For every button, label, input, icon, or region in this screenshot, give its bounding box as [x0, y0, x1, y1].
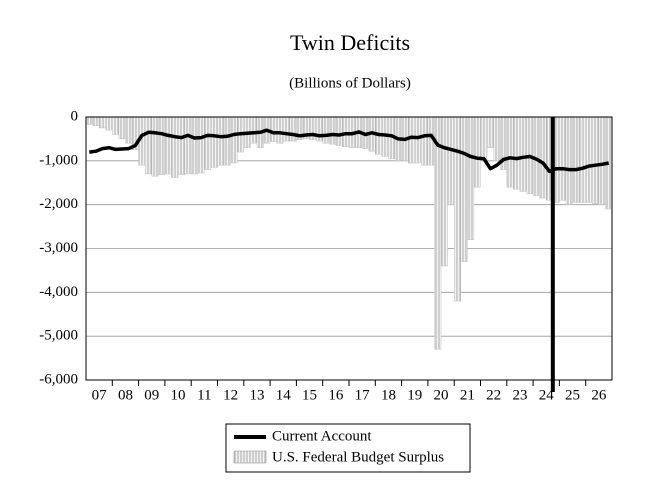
bar	[480, 116, 488, 162]
bar	[559, 116, 567, 201]
x-tick-label: 09	[144, 387, 159, 403]
bar	[486, 116, 494, 148]
legend-bar-swatch	[233, 450, 267, 464]
x-tick-label: 20	[434, 387, 449, 403]
x-tick-label: 12	[223, 387, 238, 403]
x-tick-label: 14	[276, 387, 292, 403]
bar	[144, 116, 152, 175]
bar	[572, 116, 580, 203]
bar	[204, 116, 212, 170]
x-tick-label: 21	[460, 387, 475, 403]
bar	[184, 116, 192, 175]
bar	[177, 116, 185, 176]
x-tick-label: 22	[486, 387, 501, 403]
y-tick-label: -5,000	[39, 328, 78, 344]
bar	[85, 116, 93, 125]
bar	[460, 116, 468, 262]
bar	[414, 116, 422, 164]
bar	[276, 116, 284, 144]
bar	[539, 116, 547, 199]
y-tick-label: 0	[71, 108, 79, 124]
x-tick-label: 25	[565, 387, 580, 403]
bar	[283, 116, 291, 142]
bar	[342, 116, 350, 148]
y-tick-label: -2,000	[39, 196, 78, 212]
legend-label: U.S. Federal Budget Surplus	[272, 449, 444, 465]
bar	[335, 116, 343, 146]
bar	[407, 116, 415, 164]
bar	[92, 116, 100, 126]
bar	[329, 116, 337, 145]
bar	[454, 116, 461, 302]
x-tick-label: 15	[302, 387, 317, 403]
legend	[225, 423, 471, 473]
bar	[230, 116, 238, 164]
bar	[513, 116, 521, 190]
x-tick-label: 16	[328, 387, 344, 403]
y-tick-label: -4,000	[39, 284, 78, 300]
bar	[578, 116, 586, 203]
bar	[158, 116, 166, 176]
plot-frame	[85, 116, 613, 381]
bar	[210, 116, 218, 168]
x-tick-label: 10	[171, 387, 186, 403]
bar	[592, 116, 600, 204]
bar	[473, 116, 481, 188]
bar	[151, 116, 159, 177]
bar	[250, 116, 258, 144]
x-tick-label: 19	[407, 387, 422, 403]
bar	[434, 116, 442, 350]
bar	[467, 116, 475, 240]
y-tick-label: -3,000	[39, 240, 78, 256]
x-tick-label: 26	[591, 387, 607, 403]
bar	[598, 116, 606, 205]
bar	[98, 116, 106, 129]
bar	[565, 116, 573, 205]
bar	[190, 116, 198, 175]
bar	[493, 116, 501, 162]
x-tick-label: 24	[539, 387, 555, 403]
x-tick-label: 13	[249, 387, 264, 403]
bar	[585, 116, 593, 203]
line-series	[89, 128, 610, 174]
bar	[269, 116, 277, 142]
x-tick-label: 17	[355, 387, 371, 403]
bar	[440, 116, 448, 267]
y-tick-label: -1,000	[39, 152, 78, 168]
x-tick-label: 07	[92, 387, 108, 403]
chart-subtitle: (Billions of Dollars)	[289, 75, 411, 91]
x-tick-label: 08	[118, 387, 133, 403]
x-tick-label: 18	[381, 387, 396, 403]
legend-label: Current Account	[272, 428, 372, 444]
bar	[171, 116, 179, 178]
bar	[519, 116, 527, 192]
bar	[322, 116, 330, 144]
bar	[118, 116, 126, 140]
bar	[421, 116, 429, 166]
bar	[112, 116, 120, 135]
bar	[197, 116, 205, 174]
x-tick-label: 11	[197, 387, 211, 403]
bar	[447, 116, 455, 205]
bar	[125, 116, 133, 144]
x-tick-label: 23	[512, 387, 527, 403]
bar	[164, 116, 172, 175]
chart-title: Twin Deficits	[290, 30, 410, 55]
y-tick-label: -6,000	[39, 371, 78, 387]
bar	[105, 116, 113, 131]
bar	[223, 116, 231, 166]
bar	[506, 116, 514, 188]
bar	[289, 116, 297, 142]
bar	[217, 116, 225, 166]
